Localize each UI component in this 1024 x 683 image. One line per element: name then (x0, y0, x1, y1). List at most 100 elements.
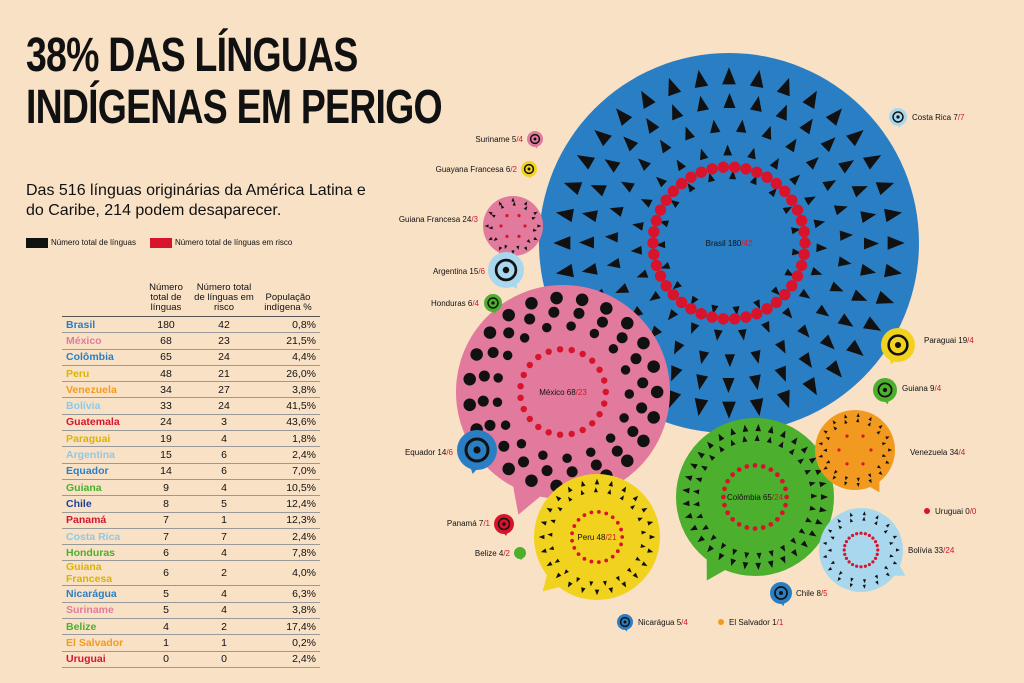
country-cell: Argentina (62, 446, 140, 464)
table-row: Chile 8 5 12,4% (62, 495, 320, 513)
bubble-circle (456, 285, 670, 499)
risk-mark (871, 536, 875, 540)
risk-cell: 3 (192, 414, 256, 432)
risk-mark (744, 525, 750, 530)
total-mark (815, 304, 830, 317)
bubble-costa-rica (889, 108, 907, 128)
pop-cell: 2,4% (256, 651, 320, 668)
total-mark (755, 424, 761, 432)
total-mark (580, 489, 585, 496)
total-mark (550, 519, 556, 524)
legend-risk: Número total de línguas em risco (149, 238, 292, 248)
total-mark (837, 576, 842, 582)
total-mark (553, 236, 571, 250)
risk-mark (867, 562, 872, 567)
total-mark (742, 561, 749, 570)
bubble-peru (534, 474, 660, 600)
country-cell: Panamá (62, 512, 140, 529)
total-mark (511, 197, 515, 202)
total-mark (844, 481, 848, 486)
total-cell: 1 (140, 634, 192, 652)
total-mark (523, 246, 528, 251)
bubble-label-risk: /4 (959, 448, 966, 457)
pop-cell: 12,3% (256, 512, 320, 529)
risk-mark (695, 166, 707, 178)
total-mark (813, 219, 826, 229)
bubble-label-belize: Belize 4/2 (475, 549, 511, 558)
total-mark (630, 505, 636, 510)
total-mark (750, 349, 761, 364)
total-mark (694, 69, 709, 88)
risk-mark (517, 234, 521, 238)
total-mark (730, 558, 737, 567)
risk-mark (556, 431, 564, 438)
total-mark (722, 67, 736, 85)
risk-mark (770, 177, 783, 190)
total-mark (641, 561, 648, 567)
total-mark (685, 126, 696, 141)
total-mark (808, 530, 817, 537)
country-cell: Colômbia (62, 349, 140, 366)
total-mark (637, 434, 650, 448)
risk-mark (844, 556, 849, 561)
total-mark (637, 158, 652, 172)
total-cell: 0 (140, 651, 192, 668)
total-mark (487, 347, 499, 359)
subtitle: Das 516 línguas originárias da América L… (26, 182, 366, 219)
total-mark (823, 430, 828, 434)
total-mark (887, 236, 905, 250)
total-mark (833, 205, 848, 216)
total-mark (637, 517, 643, 522)
bubble-honduras (484, 294, 502, 314)
total-mark (550, 291, 563, 305)
total-mark (893, 561, 898, 565)
total-mark (875, 515, 879, 520)
bubble-equador (457, 430, 497, 475)
bubble-circle (534, 474, 660, 600)
total-mark (512, 201, 516, 206)
total-mark (477, 395, 489, 407)
pattern-dot (491, 301, 495, 305)
total-mark (502, 308, 515, 322)
risk-mark (596, 411, 603, 418)
total-mark (632, 572, 639, 579)
risk-mark (675, 177, 688, 190)
risk-mark (851, 533, 855, 538)
total-mark (778, 441, 784, 449)
total-mark (526, 239, 531, 244)
risk-mark (526, 415, 534, 423)
bubble-guayana-francesa (521, 161, 537, 179)
total-mark (562, 453, 572, 463)
country-cell: Belize (62, 618, 140, 636)
risk-mark (779, 510, 785, 516)
total-cell: 9 (140, 479, 192, 497)
risk-mark (779, 288, 791, 301)
risk-mark (610, 515, 615, 520)
risk-mark (845, 434, 849, 438)
total-mark (735, 119, 747, 133)
bubble-label-risk: /42 (741, 239, 753, 248)
pattern-dot (527, 167, 531, 171)
legend-total: Número total de línguas (26, 238, 136, 248)
risk-mark (761, 303, 773, 315)
total-mark (742, 435, 748, 443)
risk-mark (520, 405, 527, 413)
total-mark (555, 263, 574, 278)
table-row: Uruguai 0 0 2,4% (62, 651, 320, 668)
risk-mark (675, 296, 688, 309)
total-mark (624, 389, 635, 399)
bubble-label-risk: /1 (483, 519, 490, 528)
total-mark (798, 528, 806, 534)
total-mark (710, 119, 721, 134)
bubble-label-bolivia: Bolívia 33/24 (908, 546, 955, 555)
bubble-bolivia (819, 508, 906, 592)
risk-cell: 2 (192, 618, 256, 636)
legend-risk-swatch (149, 238, 172, 248)
risk-mark (619, 542, 623, 547)
risk-mark (740, 311, 752, 323)
total-mark (620, 365, 631, 375)
total-mark (769, 158, 779, 170)
risk-mark (535, 353, 542, 361)
table-row: Bolívia 33 24 41,5% (62, 397, 320, 415)
total-mark (845, 476, 849, 481)
